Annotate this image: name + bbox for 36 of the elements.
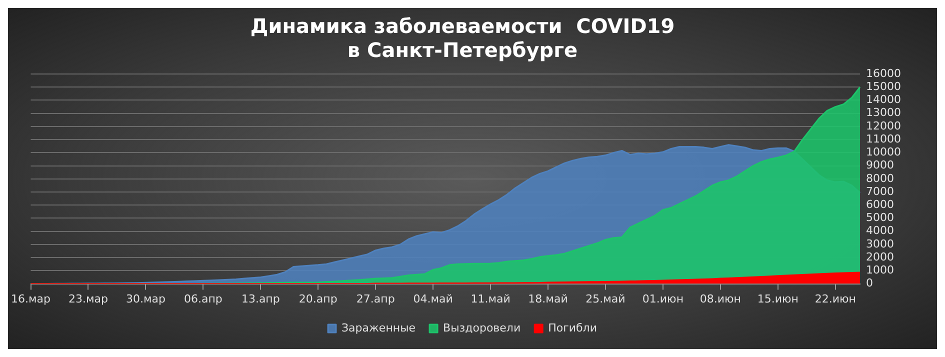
chart-title: Динамика заболеваемости COVID19 в Санкт-Петербурге [250,14,675,62]
x-tick-label: 15.июн [757,292,798,306]
x-tick-label: 11.май [470,292,510,306]
x-tick-label: 16.мар [11,292,51,306]
legend-label: Выздоровели [443,321,521,334]
x-tick-label: 25.май [586,292,626,306]
y-tick-label: 10000 [866,146,902,159]
x-tick-label: 13.апр [241,292,280,306]
y-tick-label: 3000 [866,237,894,250]
x-tick-label: 30.мар [126,292,166,306]
x-tick-label: 06.апр [184,292,222,306]
y-tick-label: 14000 [866,93,902,106]
x-tick-label: 04.май [413,292,453,306]
x-tick-label: 27.апр [356,292,395,306]
y-tick-label: 2000 [866,250,894,264]
y-tick-label: 6000 [866,198,894,211]
y-tick-label: 9000 [866,158,894,172]
x-tick-label: 23.мар [68,292,108,306]
y-tick-label: 7000 [866,184,894,198]
y-tick-label: 5000 [866,211,894,224]
x-tick-label: 01.июн [642,292,684,306]
y-tick-label: 12000 [866,119,902,132]
x-tick-label: 20.апр [298,292,338,306]
x-tick-label: 22.июн [814,292,856,306]
x-tick-label: 18.май [528,292,568,306]
y-tick-label: 11000 [866,132,902,146]
y-tick-label: 1000 [866,264,894,277]
y-tick-label: 15000 [866,80,902,93]
y-tick-label: 13000 [866,106,902,120]
legend-label: Зараженные [342,321,416,334]
y-tick-label: 8000 [866,172,894,185]
y-tick-label: 16000 [866,66,902,80]
x-tick-label: 08.июн [700,292,741,306]
y-tick-label: 4000 [866,224,894,238]
legend-label: Погибли [548,321,598,334]
y-tick-label: 0 [866,276,874,290]
